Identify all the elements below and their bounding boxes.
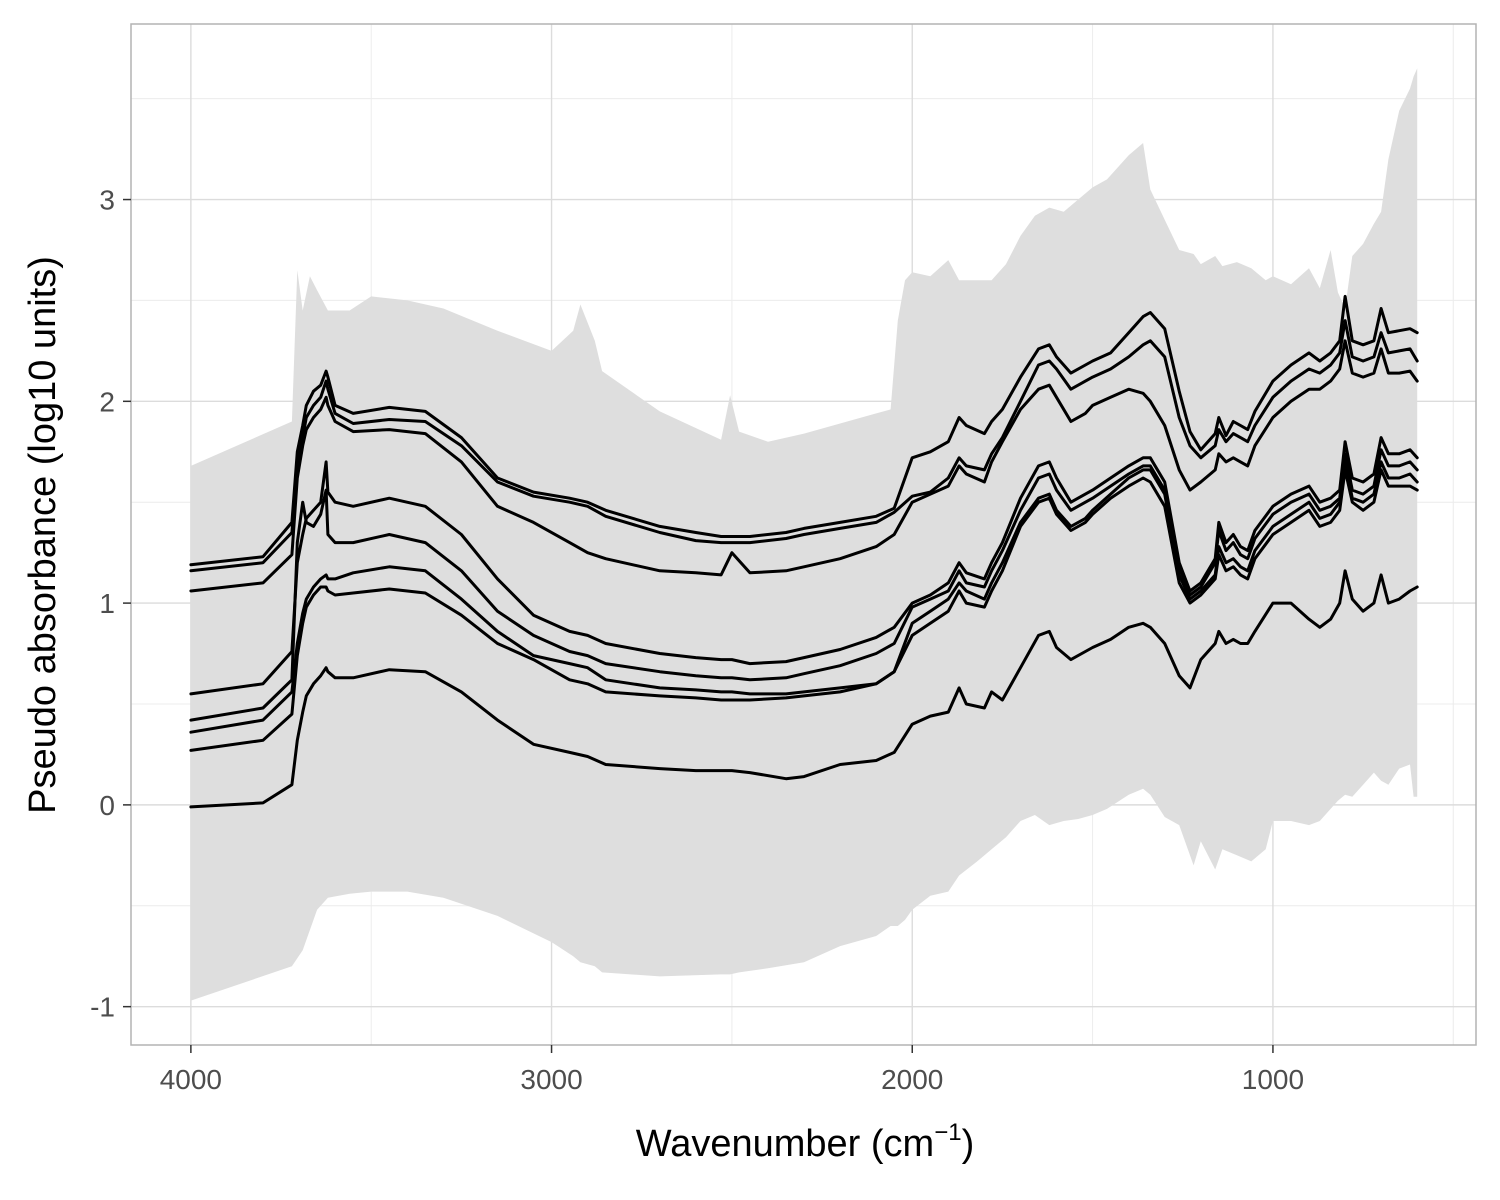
x-axis-ticks: 4000 3000 2000 1000 xyxy=(160,1045,1304,1095)
y-tick-label: 2 xyxy=(99,386,115,417)
spectrum-line-8 xyxy=(189,569,1419,809)
spectra-series xyxy=(189,294,1419,809)
y-tick-label: 3 xyxy=(99,185,115,216)
x-tick-label: 4000 xyxy=(160,1064,222,1095)
y-tick-label: -1 xyxy=(90,992,115,1023)
spectrum-line-4 xyxy=(189,436,1419,696)
x-tick-label: 2000 xyxy=(881,1064,943,1095)
spectrum-line-5 xyxy=(189,448,1419,722)
x-tick-label: 3000 xyxy=(520,1064,582,1095)
y-tick-label: 0 xyxy=(99,790,115,821)
x-tick-label: 1000 xyxy=(1242,1064,1304,1095)
spectrum-line-6 xyxy=(189,460,1419,734)
panel-border xyxy=(130,23,1477,1046)
y-axis-ticks: -1 0 1 2 3 xyxy=(90,185,131,1023)
spectrum-line-2 xyxy=(189,319,1419,573)
spectrum-line-7 xyxy=(189,468,1419,752)
spectrum-line-3 xyxy=(189,339,1419,593)
y-tick-label: 1 xyxy=(99,588,115,619)
x-axis-title: Wavenumber (cm−1) xyxy=(636,1119,974,1165)
y-axis-title: Pseudo absorbance (log10 units) xyxy=(22,256,64,814)
spectrum-line-1 xyxy=(189,294,1419,567)
